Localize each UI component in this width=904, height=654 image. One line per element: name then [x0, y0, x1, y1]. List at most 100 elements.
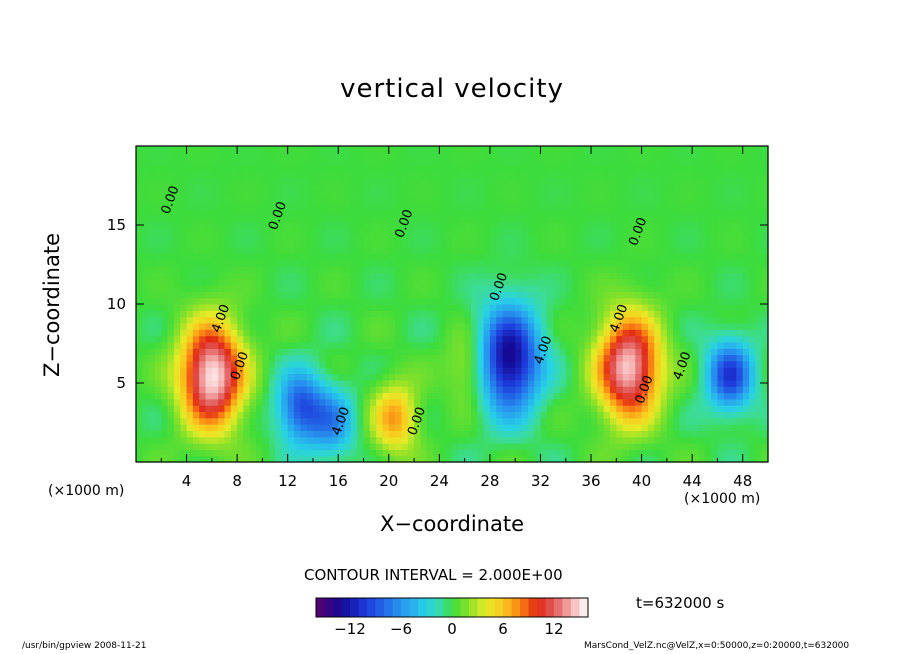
- heatmap-cell: [679, 335, 687, 343]
- heatmap-cell: [142, 310, 150, 318]
- heatmap-cell: [654, 266, 662, 273]
- heatmap-cell: [641, 240, 649, 248]
- heatmap-cell: [199, 360, 207, 368]
- heatmap-cell: [205, 341, 213, 349]
- heatmap-cell: [685, 146, 693, 153]
- heatmap-cell: [281, 259, 289, 267]
- heatmap-cell: [218, 392, 226, 400]
- heatmap-cell: [230, 304, 238, 311]
- heatmap-cell: [300, 386, 308, 394]
- heatmap-cell: [414, 341, 421, 349]
- heatmap-cell: [496, 335, 504, 343]
- heatmap-cell: [647, 266, 655, 273]
- heatmap-cell: [154, 367, 162, 375]
- heatmap-cell: [249, 392, 257, 400]
- heatmap-cell: [673, 158, 681, 166]
- heatmap-cell: [483, 272, 491, 280]
- heatmap-cell: [698, 291, 706, 299]
- heatmap-cell: [755, 316, 763, 324]
- heatmap-cell: [458, 329, 466, 337]
- heatmap-cell: [502, 266, 510, 273]
- heatmap-cell: [578, 152, 586, 160]
- heatmap-cell: [325, 329, 333, 337]
- heatmap-cell: [331, 183, 339, 191]
- heatmap-cell: [666, 392, 674, 400]
- heatmap-cell: [679, 329, 687, 337]
- heatmap-cell: [610, 430, 617, 438]
- heatmap-cell: [496, 291, 504, 299]
- heatmap-cell: [268, 177, 276, 185]
- heatmap-cell: [331, 316, 339, 324]
- heatmap-cell: [717, 354, 725, 362]
- heatmap-cell: [622, 209, 630, 217]
- heatmap-cell: [249, 449, 257, 457]
- heatmap-cell: [312, 373, 320, 381]
- heatmap-cell: [344, 253, 352, 261]
- heatmap-cell: [142, 417, 150, 425]
- heatmap-cell: [666, 196, 674, 204]
- heatmap-cell: [610, 360, 617, 368]
- heatmap-cell: [704, 411, 712, 419]
- heatmap-cell: [565, 164, 573, 172]
- heatmap-cell: [723, 240, 731, 248]
- heatmap-cell: [439, 310, 447, 318]
- heatmap-cell: [186, 335, 194, 343]
- heatmap-cell: [300, 190, 308, 198]
- heatmap-cell: [673, 209, 681, 217]
- heatmap-cell: [534, 304, 542, 311]
- heatmap-cell: [761, 278, 769, 286]
- heatmap-cell: [496, 360, 504, 368]
- heatmap-cell: [489, 443, 497, 450]
- heatmap-cell: [312, 202, 320, 210]
- heatmap-cell: [704, 221, 712, 229]
- heatmap-cell: [344, 259, 352, 267]
- heatmap-cell: [306, 228, 314, 236]
- heatmap-cell: [603, 348, 611, 356]
- heatmap-cell: [331, 348, 339, 356]
- heatmap-cell: [534, 259, 542, 267]
- heatmap-cell: [237, 367, 245, 375]
- heatmap-cell: [319, 322, 327, 330]
- heatmap-cell: [597, 341, 605, 349]
- heatmap-cell: [218, 348, 226, 356]
- heatmap-cell: [249, 405, 257, 413]
- heatmap-cell: [275, 278, 282, 286]
- heatmap-cell: [483, 411, 491, 419]
- heatmap-cell: [540, 398, 548, 406]
- heatmap-cell: [136, 297, 143, 305]
- heatmap-cell: [496, 443, 504, 450]
- heatmap-cell: [635, 152, 643, 160]
- heatmap-cell: [711, 272, 719, 280]
- heatmap-cell: [426, 386, 434, 394]
- heatmap-cell: [572, 322, 579, 330]
- heatmap-cell: [167, 158, 175, 166]
- heatmap-cell: [610, 215, 617, 223]
- heatmap-cell: [496, 329, 504, 337]
- heatmap-cell: [224, 228, 232, 236]
- heatmap-cell: [527, 398, 535, 406]
- heatmap-cell: [610, 367, 617, 375]
- heatmap-cell: [300, 146, 308, 153]
- heatmap-cell: [641, 436, 649, 444]
- heatmap-cell: [755, 449, 763, 457]
- heatmap-cell: [192, 215, 200, 223]
- heatmap-cell: [553, 190, 561, 198]
- heatmap-cell: [452, 354, 459, 362]
- heatmap-cell: [161, 373, 169, 381]
- heatmap-cell: [742, 291, 750, 299]
- heatmap-cell: [369, 291, 377, 299]
- heatmap-cell: [363, 152, 371, 160]
- heatmap-cell: [742, 196, 750, 204]
- heatmap-cell: [755, 398, 763, 406]
- heatmap-cell: [395, 228, 403, 236]
- heatmap-cell: [433, 259, 440, 267]
- heatmap-cell: [256, 297, 263, 305]
- heatmap-cell: [256, 158, 263, 166]
- heatmap-cell: [553, 171, 561, 179]
- heatmap-cell: [350, 285, 358, 292]
- heatmap-cell: [275, 196, 282, 204]
- heatmap-cell: [218, 354, 226, 362]
- heatmap-cell: [654, 436, 662, 444]
- heatmap-cell: [584, 285, 592, 292]
- heatmap-cell: [180, 278, 188, 286]
